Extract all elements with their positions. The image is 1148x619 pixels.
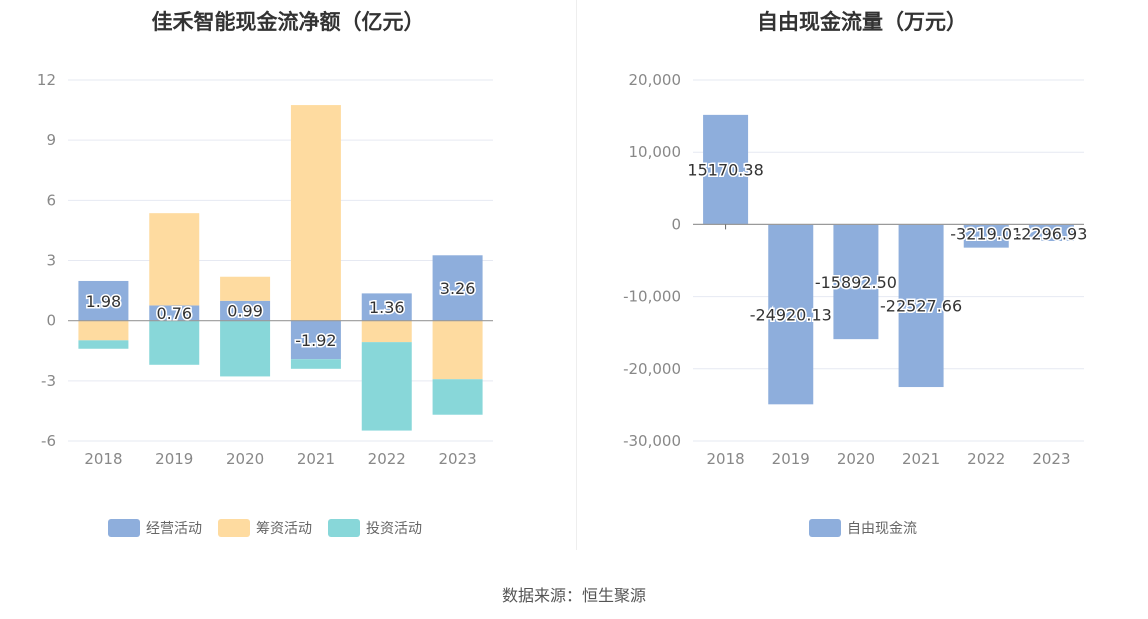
bar-investing: [220, 320, 271, 377]
y-tick-label: -6: [41, 432, 56, 450]
x-tick-label: 2023: [1032, 450, 1070, 468]
y-tick-label: 3: [46, 252, 56, 270]
y-tick-label: 6: [46, 191, 56, 209]
data-label: -24920.13: [750, 305, 832, 324]
data-label: 15170.38: [687, 161, 763, 180]
legend-label-fcf: 自由现金流: [847, 521, 917, 537]
x-tick-label: 2021: [297, 450, 335, 468]
y-tick-label: 12: [37, 71, 56, 89]
chart-title-fcf: 自由现金流量（万元）: [757, 10, 967, 34]
bar-investing: [78, 340, 129, 349]
y-tick-label: -20,000: [623, 360, 681, 378]
x-tick-label: 2022: [967, 450, 1005, 468]
x-tick-label: 2022: [368, 450, 406, 468]
bar-financing: [220, 276, 271, 301]
y-tick-label: -3: [41, 372, 56, 390]
bar-operating: [220, 300, 271, 321]
y-tick-label: 0: [46, 312, 56, 330]
bar-operating: [78, 280, 129, 321]
data-label: -2296.93: [1015, 224, 1087, 243]
legend-item-operating[interactable]: 经营活动: [108, 518, 202, 538]
bar-operating: [432, 255, 483, 321]
data-label: 1.36: [369, 298, 405, 317]
legend-item-financing[interactable]: 筹资活动: [218, 518, 312, 538]
bar-fcf: [898, 224, 944, 388]
cashflow-chart: 12 9 6 3 0 -3 -6 2018 2019 2020 2021 2022 2023 1.98 0.…: [37, 71, 493, 468]
y-tick-label: -10,000: [623, 288, 681, 306]
y-tick-label: 10,000: [629, 143, 682, 161]
data-label: -1.92: [295, 331, 336, 350]
bar-operating: [361, 293, 412, 321]
bar-investing: [290, 359, 341, 369]
x-tick-label: 2018: [84, 450, 122, 468]
bar-financing: [290, 105, 341, 321]
bar-financing: [361, 320, 412, 343]
x-tick-label: 2021: [902, 450, 940, 468]
y-tick-label: -30,000: [623, 432, 681, 450]
data-label: -22527.66: [880, 297, 962, 316]
legend-swatch-fcf: [809, 519, 841, 537]
y-tick-label: 20,000: [629, 71, 682, 89]
chart-divider: [576, 0, 577, 550]
x-tick-label: 2019: [155, 450, 193, 468]
data-source-note: 数据来源：恒生聚源: [501, 586, 646, 605]
legend-label-investing: 投资活动: [366, 521, 422, 537]
bar-operating: [149, 305, 200, 321]
data-label: -3219.01: [950, 224, 1022, 243]
data-label: 0.76: [156, 304, 192, 323]
x-tick-label: 2019: [772, 450, 810, 468]
bar-fcf: [1028, 224, 1074, 241]
data-label: 0.99: [227, 302, 263, 321]
chart-title-cashflow: 佳禾智能现金流净额（亿元）: [151, 10, 425, 34]
x-tick-label: 2018: [706, 450, 744, 468]
legend-item-investing[interactable]: 投资活动: [328, 518, 422, 538]
data-label: 3.26: [440, 279, 476, 298]
legend-label-financing: 筹资活动: [256, 521, 312, 537]
legend-label-operating: 经营活动: [146, 521, 202, 537]
fcf-chart: 20,000 10,000 0 -10,000 -20,000 -30,000 2018 20…: [623, 71, 1089, 468]
bar-fcf: [768, 224, 814, 405]
bar-financing: [149, 213, 200, 306]
legend-swatch-financing: [218, 519, 250, 537]
x-tick-label: 2020: [226, 450, 264, 468]
bar-investing: [432, 379, 483, 415]
bar-investing: [149, 320, 200, 365]
bar-fcf: [833, 224, 879, 340]
data-label: -15892.50: [815, 273, 897, 292]
legend-swatch-operating: [108, 519, 140, 537]
fcf-legend: 自由现金流: [809, 518, 933, 538]
legend-swatch-investing: [328, 519, 360, 537]
bar-investing: [361, 342, 412, 431]
y-tick-label: 0: [671, 215, 681, 233]
data-label: 1.98: [86, 292, 122, 311]
x-tick-label: 2023: [438, 450, 476, 468]
x-tick-label: 2020: [837, 450, 875, 468]
cashflow-legend: 经营活动 筹资活动 投资活动: [108, 518, 438, 538]
bar-fcf: [703, 114, 749, 225]
bar-fcf: [963, 224, 1009, 248]
bar-operating: [290, 320, 341, 360]
bar-financing: [432, 320, 483, 380]
legend-item-fcf[interactable]: 自由现金流: [809, 518, 917, 538]
y-tick-label: 9: [46, 131, 56, 149]
bar-financing: [78, 320, 129, 341]
